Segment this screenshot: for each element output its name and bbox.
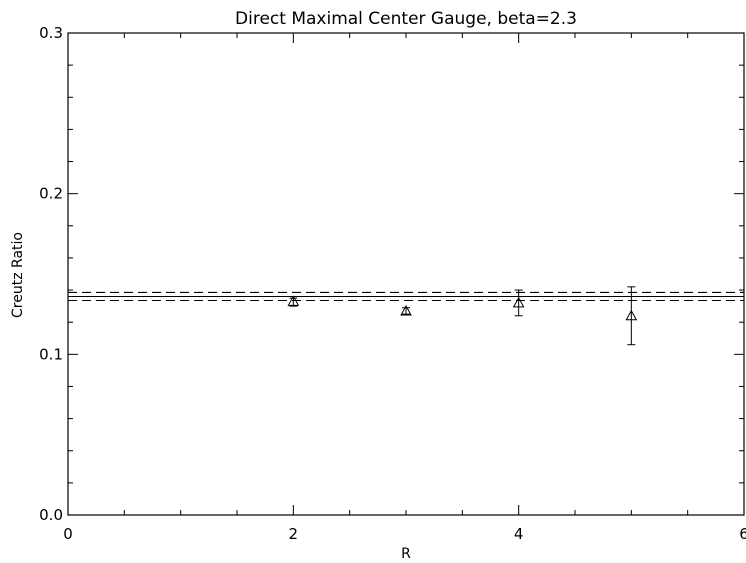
y-tick-label: 0.2 xyxy=(39,185,63,203)
axis-ticks: 0 2 4 6 0.0 0.1 0.2 0.3 xyxy=(39,24,746,543)
x-tick-label: 2 xyxy=(289,525,299,543)
chart-title: Direct Maximal Center Gauge, beta=2.3 xyxy=(235,9,577,29)
data-point-triangle xyxy=(400,304,412,316)
data-point-triangle xyxy=(625,309,638,321)
x-tick-label: 0 xyxy=(63,525,73,543)
reference-lines xyxy=(68,291,744,302)
x-tick-label: 4 xyxy=(514,525,524,543)
x-tick-label: 6 xyxy=(739,525,746,543)
y-tick-label: 0.1 xyxy=(39,345,63,363)
data-point-triangle xyxy=(287,295,300,306)
y-axis-label: Creutz Ratio xyxy=(10,232,26,318)
plot-frame xyxy=(67,32,745,516)
y-tick-label: 0.0 xyxy=(39,506,63,524)
data-point-triangle xyxy=(512,296,525,308)
y-tick-label: 0.3 xyxy=(39,24,63,42)
data-points xyxy=(287,286,638,346)
x-axis-label: R xyxy=(401,546,411,562)
